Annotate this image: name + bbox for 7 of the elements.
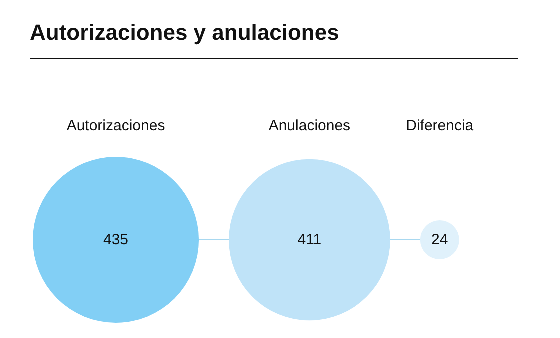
category-label: Anulaciones [268, 118, 351, 134]
data-label: 435 [103, 232, 129, 248]
text: Autorizaciones y anulaciones [30, 20, 518, 59]
data-label: 411 [298, 232, 322, 248]
category-label: Diferencia [406, 118, 474, 134]
data-label: 24 [432, 232, 448, 248]
category-label: Autorizaciones [66, 118, 166, 134]
